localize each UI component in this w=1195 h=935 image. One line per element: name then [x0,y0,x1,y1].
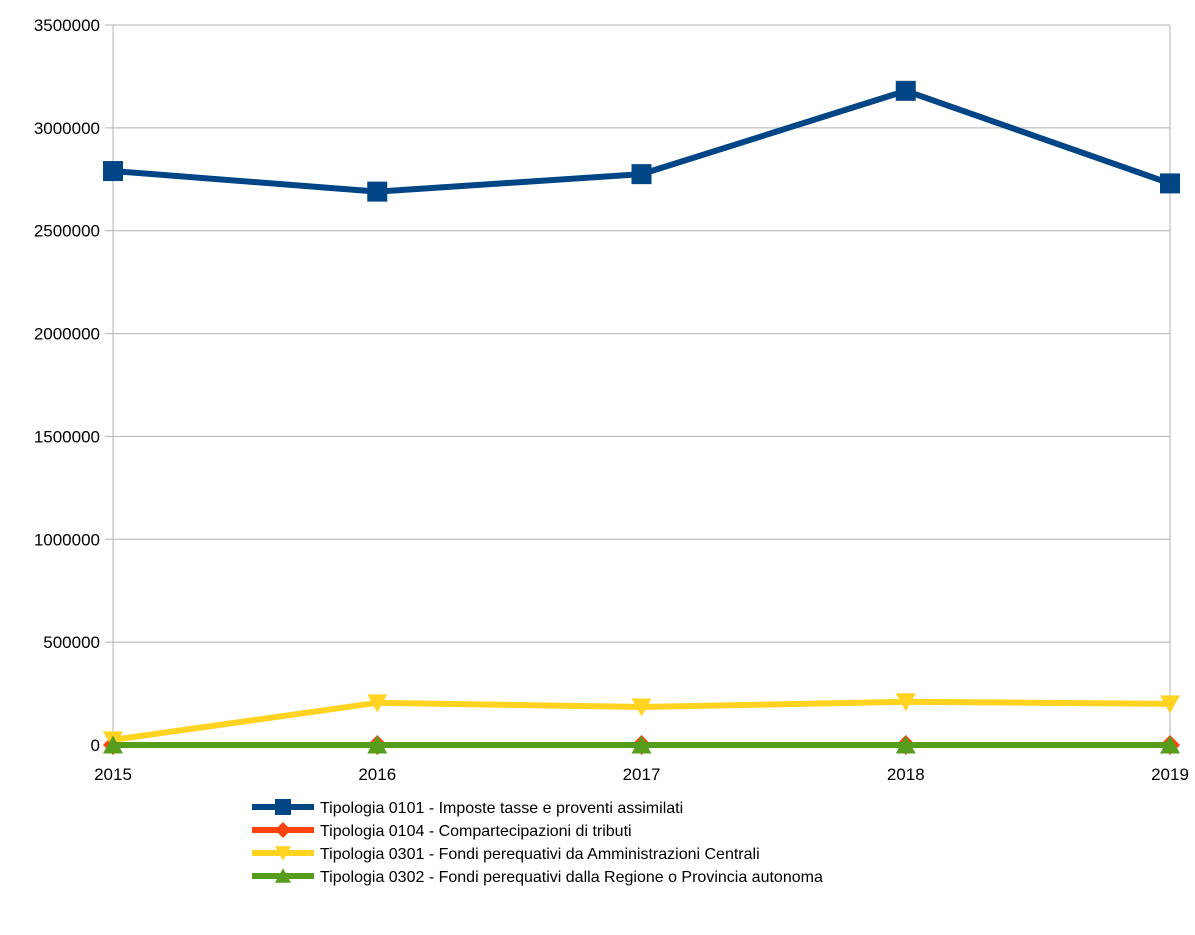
legend-marker [275,846,291,861]
legend-marker [275,868,291,883]
y-tick-label: 500000 [43,633,100,652]
x-tick-label: 2016 [358,765,396,784]
y-tick-label: 2000000 [34,325,100,344]
data-point [1160,173,1180,194]
data-point [895,693,916,712]
y-tick-label: 3000000 [34,119,100,138]
data-point [367,181,388,202]
series-4 [103,735,1180,754]
x-axis-ticks: 2015 2016 2017 2018 2019 [94,745,1189,784]
legend-label: Tipologia 0301 - Fondi perequativi da Am… [320,846,760,863]
y-tick-label: 1500000 [34,427,100,446]
legend-marker [275,799,291,815]
legend-item: Tipologia 0104 - Compartecipazioni di tr… [252,822,632,840]
series-3 [103,693,1180,750]
data-point [631,735,652,754]
data-point [103,735,123,754]
data-point [367,735,388,754]
data-point [895,735,916,754]
y-tick-label: 2500000 [34,222,100,241]
y-tick-label: 3500000 [34,16,100,35]
legend-item: Tipologia 0302 - Fondi perequativi dalla… [252,868,823,886]
data-point [367,694,388,713]
data-point [895,80,916,101]
data-point [631,164,652,185]
y-tick-label: 1000000 [34,530,100,549]
x-tick-label: 2019 [1151,765,1189,784]
data-point [103,161,123,182]
legend-item: Tipologia 0101 - Imposte tasse e provent… [252,799,683,817]
legend-item: Tipologia 0301 - Fondi perequativi da Am… [252,846,760,863]
legend: Tipologia 0101 - Imposte tasse e provent… [252,799,823,886]
legend-label: Tipologia 0302 - Fondi perequativi dalla… [320,869,823,886]
series-1 [103,80,1180,202]
y-tick-label: 0 [91,736,100,755]
x-tick-label: 2015 [94,765,132,784]
series-group [103,80,1180,755]
legend-label: Tipologia 0101 - Imposte tasse e provent… [320,800,683,817]
legend-label: Tipologia 0104 - Compartecipazioni di tr… [320,823,632,840]
legend-marker [275,822,291,838]
x-tick-label: 2017 [623,765,661,784]
x-tick-label: 2018 [887,765,925,784]
grid-lines [112,24,1171,746]
data-point [1160,695,1180,714]
data-point [1160,735,1180,754]
y-axis-ticks: 0 500000 1000000 1500000 2000000 2500000 30000… [34,16,113,755]
data-point [631,698,652,717]
